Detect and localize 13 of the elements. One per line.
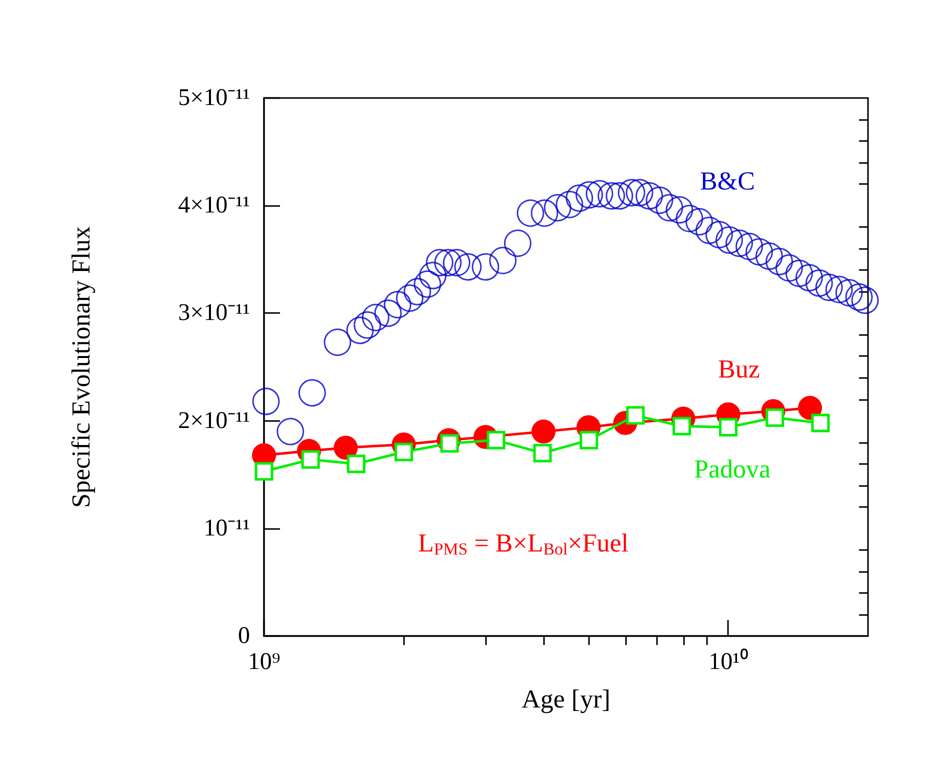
x-tick-label: 10⁹ xyxy=(248,649,280,675)
x-tick-label: 10¹⁰ xyxy=(708,648,748,675)
x-axis-title: Age [yr] xyxy=(522,684,610,714)
series-label: B&C xyxy=(700,166,755,196)
y-tick-label: 4×10⁻¹¹ xyxy=(178,192,250,219)
series-label: Buz xyxy=(718,354,760,384)
series-label: Padova xyxy=(694,454,771,484)
y-tick-label: 0 xyxy=(238,623,250,649)
y-tick-label: 10⁻¹¹ xyxy=(204,515,250,542)
y-tick-label: 2×10⁻¹¹ xyxy=(178,408,250,434)
y-tick-label: 5×10⁻¹¹ xyxy=(178,85,250,111)
y-tick-label: 3×10⁻¹¹ xyxy=(178,300,250,326)
y-axis-title: Specific Evolutionary Flux xyxy=(66,226,96,508)
